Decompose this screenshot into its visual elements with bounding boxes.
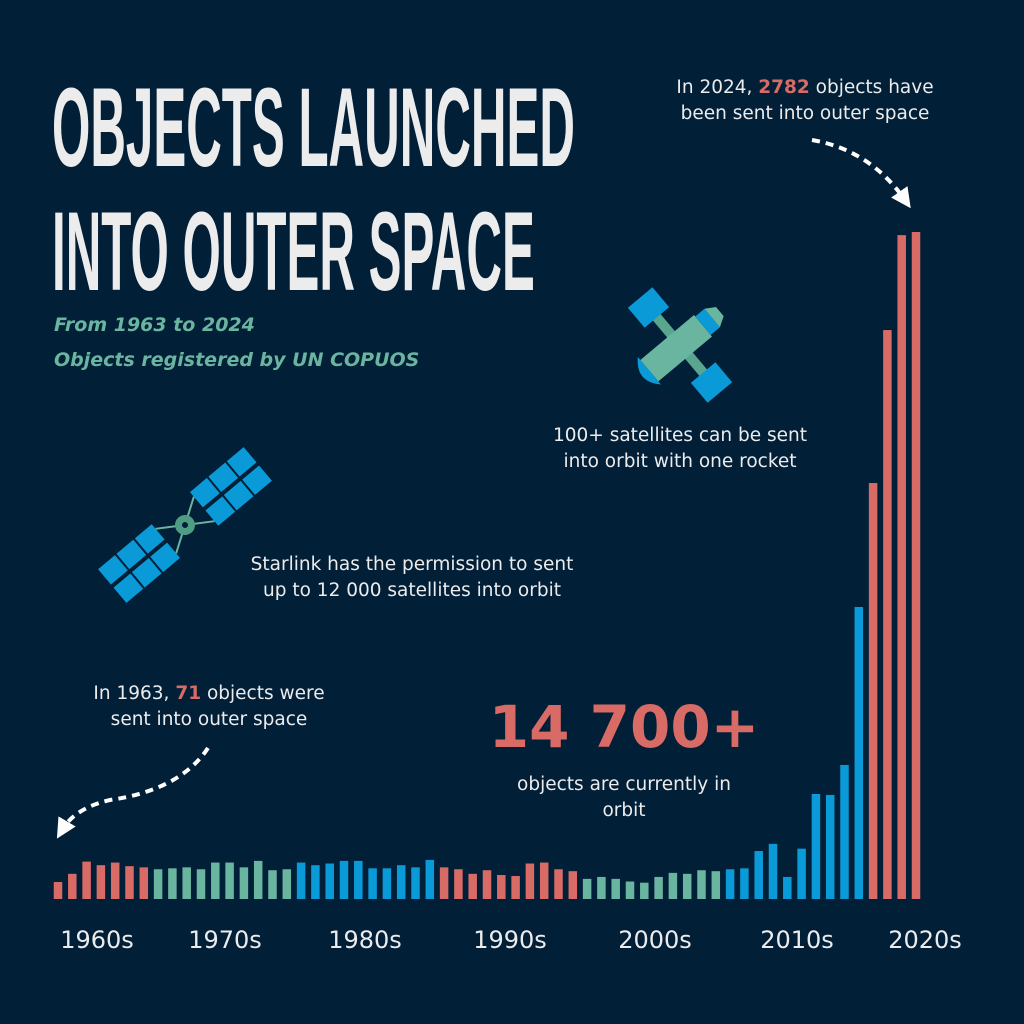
x-tick-label: 2000s <box>618 926 692 954</box>
bar-1994 <box>497 875 506 899</box>
bar-1968 <box>125 866 134 899</box>
bar-1981 <box>311 865 320 899</box>
bar-2008 <box>697 870 706 899</box>
starlink-satellite-icon <box>98 447 272 603</box>
annotation-latest: In 2024, 2782 objects have been sent int… <box>676 77 934 124</box>
bar-1969 <box>139 867 149 899</box>
in-orbit-caption: objects are currently in orbit <box>517 774 731 821</box>
bar-1978 <box>268 870 277 899</box>
bar-1975 <box>225 862 234 899</box>
bar-1985 <box>368 868 377 899</box>
bar-2015 <box>797 848 806 899</box>
bar-1984 <box>354 860 363 899</box>
bar-2019 <box>854 606 864 899</box>
bar-1993 <box>482 870 492 899</box>
bar-1986 <box>382 868 392 899</box>
bar-1973 <box>196 869 206 899</box>
bar-2009 <box>711 871 721 899</box>
bar-1971 <box>168 868 177 899</box>
bar-2020 <box>868 483 878 899</box>
annotation-rocket: 100+ satellites can be sent into orbit wi… <box>553 425 807 472</box>
bar-2012 <box>754 851 763 899</box>
subtitle-range: From 1963 to 2024 <box>54 314 255 336</box>
bar-2005 <box>654 876 663 899</box>
x-tick-label: 1990s <box>473 926 547 954</box>
bar-1992 <box>468 873 477 899</box>
title-line-1: OBJECTS LAUNCHED <box>52 65 575 190</box>
bar-2006 <box>668 872 678 899</box>
title-line-2: INTO OUTER SPACE <box>52 189 535 314</box>
subtitle-source: Objects registered by UN COPUOS <box>54 349 420 371</box>
bar-1995 <box>511 875 520 899</box>
bar-1970 <box>153 869 163 899</box>
bar-series <box>53 232 921 899</box>
bar-1991 <box>454 869 463 899</box>
bar-2018 <box>840 764 849 899</box>
bar-1974 <box>211 862 220 899</box>
bar-2003 <box>625 881 635 899</box>
bar-2022 <box>897 235 906 899</box>
x-tick-label: 2020s <box>888 926 962 954</box>
space-station-icon <box>627 287 733 403</box>
in-orbit-count: 14 700+ <box>488 693 760 761</box>
bar-1972 <box>182 867 191 899</box>
x-tick-label: 1960s <box>60 926 134 954</box>
annotation-starlink: Starlink has the permission to sent up to… <box>250 554 574 601</box>
bar-2016 <box>811 793 821 899</box>
bar-1998 <box>554 869 563 899</box>
bar-1990 <box>439 867 449 899</box>
bar-1983 <box>339 860 349 899</box>
bar-1997 <box>539 862 549 899</box>
bar-1982 <box>325 863 334 899</box>
bar-1967 <box>110 862 120 899</box>
bar-1988 <box>411 867 420 899</box>
bar-2013 <box>768 843 778 899</box>
bar-2007 <box>682 873 692 899</box>
bar-1976 <box>239 867 249 899</box>
bar-1979 <box>282 869 292 899</box>
bar-1999 <box>568 871 578 899</box>
annotation-first: In 1963, 71 objects were sent into outer… <box>93 683 325 730</box>
bar-2014 <box>783 876 792 899</box>
bar-1980 <box>296 862 306 899</box>
bar-2011 <box>740 868 749 899</box>
bar-2023 <box>911 232 921 899</box>
bar-2017 <box>825 794 835 899</box>
bar-1977 <box>253 860 263 899</box>
bar-2010 <box>725 869 735 899</box>
bar-1964 <box>68 873 77 899</box>
x-tick-label: 2010s <box>760 926 834 954</box>
bar-2000 <box>582 878 592 899</box>
x-tick-label: 1970s <box>188 926 262 954</box>
bar-1966 <box>96 865 106 899</box>
bar-2021 <box>883 330 892 899</box>
arrow-first-icon <box>56 746 210 839</box>
bar-2004 <box>640 882 649 899</box>
bar-1989 <box>425 859 435 899</box>
x-tick-label: 1980s <box>328 926 402 954</box>
bar-2002 <box>611 878 620 899</box>
bar-1996 <box>525 863 535 899</box>
arrow-latest-icon <box>811 138 911 209</box>
bar-2001 <box>597 876 606 899</box>
bar-1963 <box>53 881 63 899</box>
bar-1987 <box>396 865 406 899</box>
bar-1965 <box>82 861 91 899</box>
